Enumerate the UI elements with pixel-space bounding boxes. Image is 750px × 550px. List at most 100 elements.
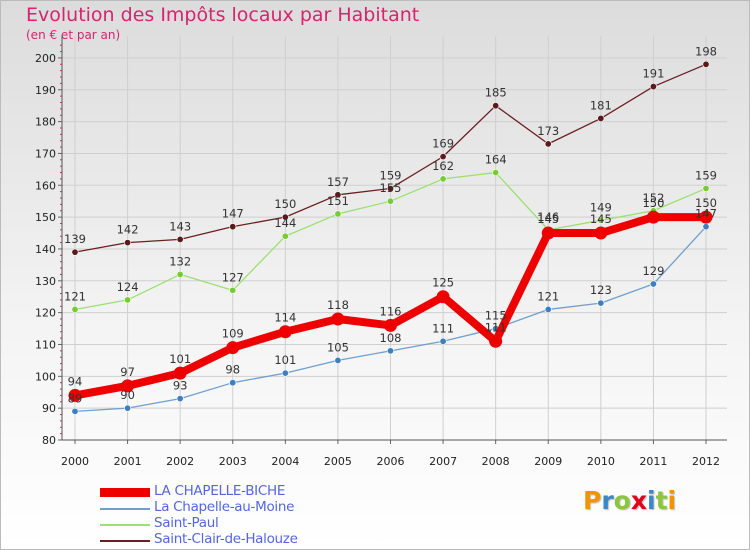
data-point — [439, 175, 447, 183]
data-point — [229, 286, 237, 294]
data-point — [649, 83, 657, 91]
y-tick-label: 170 — [35, 147, 56, 160]
legend-swatch — [100, 488, 150, 497]
data-point — [541, 226, 555, 240]
data-label: 144 — [274, 216, 296, 230]
data-label: 121 — [537, 289, 559, 303]
data-label: 123 — [590, 283, 612, 297]
x-tick-label: 2007 — [429, 455, 457, 468]
data-label: 89 — [68, 391, 83, 405]
data-label: 90 — [120, 388, 135, 402]
data-label: 155 — [380, 181, 402, 195]
data-point — [281, 232, 289, 240]
data-label: 198 — [695, 44, 717, 58]
data-point — [544, 305, 552, 313]
y-tick-label: 90 — [42, 402, 56, 415]
y-tick-label: 110 — [35, 338, 56, 351]
x-tick-label: 2000 — [61, 455, 89, 468]
data-label: 114 — [274, 311, 296, 325]
y-tick-label: 80 — [42, 434, 56, 447]
data-label: 127 — [222, 270, 244, 284]
data-label: 111 — [432, 321, 454, 335]
data-point — [702, 60, 710, 68]
x-tick-label: 2002 — [166, 455, 194, 468]
data-label: 185 — [485, 86, 507, 100]
y-tick-label: 150 — [35, 211, 56, 224]
data-point — [594, 226, 608, 240]
data-label: 94 — [68, 374, 83, 388]
legend-item: LA CHAPELLE-BICHE — [100, 483, 380, 500]
data-point — [281, 369, 289, 377]
data-point — [334, 210, 342, 218]
data-point — [489, 334, 503, 348]
data-label: 121 — [64, 289, 86, 303]
legend-label: La Chapelle-au-Moine — [154, 499, 295, 515]
logo-letter: r — [601, 486, 614, 515]
data-point — [702, 223, 710, 231]
data-label: 150 — [642, 196, 664, 210]
data-point — [646, 210, 660, 224]
data-point — [436, 290, 450, 304]
x-tick-label: 2004 — [271, 455, 299, 468]
data-label: 109 — [222, 327, 244, 341]
data-label: 162 — [432, 159, 454, 173]
logo-letter: x — [630, 486, 647, 515]
data-label: 111 — [485, 320, 507, 334]
data-label: 118 — [327, 298, 349, 312]
x-tick-label: 2011 — [639, 455, 667, 468]
data-label: 191 — [642, 67, 664, 81]
x-tick-label: 2006 — [377, 455, 405, 468]
data-label: 151 — [327, 194, 349, 208]
data-point — [176, 235, 184, 243]
data-label: 157 — [327, 175, 349, 189]
data-point — [597, 114, 605, 122]
data-point — [439, 153, 447, 161]
legend-swatch — [100, 524, 150, 526]
chart-subtitle: (en € et par an) — [26, 28, 121, 42]
data-point — [124, 404, 132, 412]
x-tick-label: 2009 — [534, 455, 562, 468]
y-tick-label: 100 — [35, 370, 56, 383]
data-point — [544, 140, 552, 148]
data-label: 149 — [590, 200, 612, 214]
x-tick-label: 2008 — [482, 455, 510, 468]
data-label: 116 — [380, 304, 402, 318]
data-label: 164 — [485, 153, 507, 167]
data-label: 93 — [173, 379, 188, 393]
logo-letter: i — [667, 486, 677, 515]
data-point — [229, 223, 237, 231]
y-tick-label: 120 — [35, 307, 56, 320]
legend-label: Saint-Paul — [154, 515, 219, 531]
data-point — [68, 388, 82, 402]
data-point — [597, 216, 605, 224]
data-point — [492, 102, 500, 110]
data-label: 143 — [169, 219, 191, 233]
data-label: 159 — [380, 168, 402, 182]
logo-letter: P — [583, 486, 602, 515]
legend-label: LA CHAPELLE-BICHE — [154, 483, 286, 499]
proxiti-logo: Proxiti — [583, 486, 676, 515]
y-tick-label: 130 — [35, 275, 56, 288]
y-tick-label: 180 — [35, 116, 56, 129]
data-point — [176, 395, 184, 403]
data-point — [386, 347, 394, 355]
data-label: 150 — [274, 197, 296, 211]
data-point — [649, 280, 657, 288]
data-label: 159 — [695, 168, 717, 182]
data-point — [334, 356, 342, 364]
data-label: 146 — [537, 210, 559, 224]
x-tick-label: 2010 — [587, 455, 615, 468]
data-point — [492, 169, 500, 177]
data-point — [334, 191, 342, 199]
data-point — [121, 379, 135, 393]
data-point — [702, 184, 710, 192]
data-point — [384, 318, 397, 332]
y-tick-label: 190 — [35, 84, 56, 97]
data-label: 147 — [222, 207, 244, 221]
data-point — [71, 305, 79, 313]
data-point — [699, 210, 713, 224]
data-label: 181 — [590, 98, 612, 112]
legend-swatch — [100, 508, 150, 510]
